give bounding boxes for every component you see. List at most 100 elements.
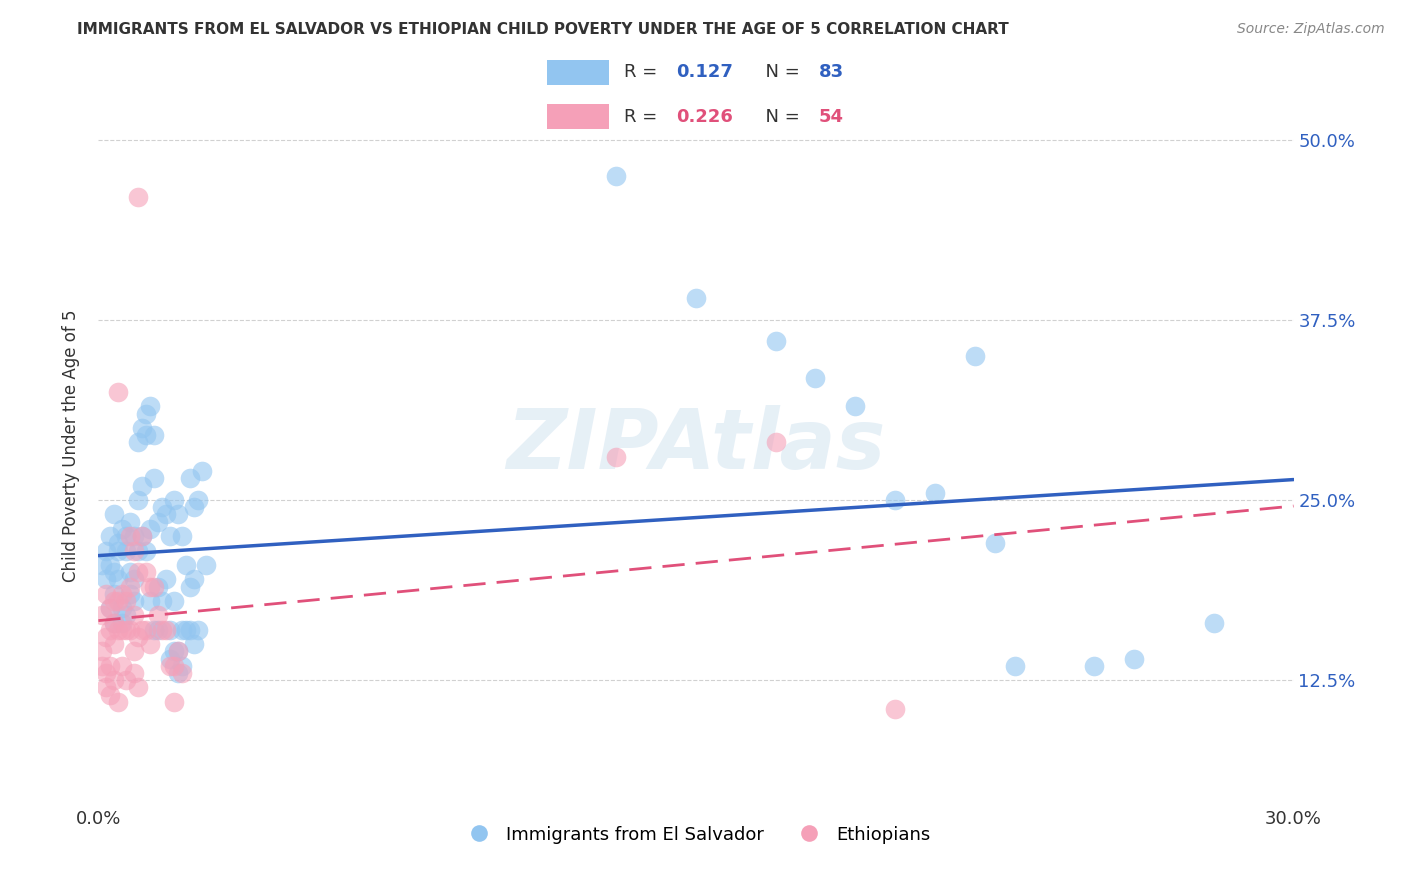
Legend: Immigrants from El Salvador, Ethiopians: Immigrants from El Salvador, Ethiopians: [454, 819, 938, 851]
Point: [131, 478, 153, 492]
Point: [124, 529, 146, 543]
Point: [172, 529, 194, 543]
Point: [96, 666, 118, 681]
Point: [167, 644, 190, 658]
Point: [159, 658, 181, 673]
Point: [98, 601, 122, 615]
Point: [91, 558, 114, 572]
Point: [127, 565, 149, 579]
Y-axis label: Child Poverty Under the Age of 5: Child Poverty Under the Age of 5: [62, 310, 80, 582]
Point: [191, 464, 214, 478]
Point: [107, 594, 129, 608]
Point: [139, 637, 162, 651]
Point: [183, 500, 205, 515]
Point: [96, 543, 118, 558]
Point: [1202, 615, 1225, 630]
Point: [96, 681, 118, 695]
Point: [148, 608, 170, 623]
Text: 83: 83: [818, 63, 844, 81]
Point: [96, 572, 118, 586]
Point: [124, 666, 146, 681]
Point: [127, 493, 149, 508]
Point: [131, 421, 153, 435]
Point: [103, 594, 125, 608]
Point: [120, 515, 142, 529]
Point: [135, 565, 157, 579]
Point: [143, 623, 166, 637]
Text: 54: 54: [818, 108, 844, 126]
Point: [139, 522, 162, 536]
Point: [107, 384, 129, 399]
Point: [163, 644, 186, 658]
Point: [107, 623, 129, 637]
Point: [143, 428, 166, 442]
Point: [115, 543, 138, 558]
Point: [135, 428, 157, 442]
Point: [605, 169, 627, 183]
Point: [135, 623, 157, 637]
Point: [159, 623, 181, 637]
Point: [124, 594, 146, 608]
Point: [174, 623, 197, 637]
Point: [139, 400, 162, 414]
Point: [111, 615, 134, 630]
Point: [127, 630, 149, 644]
Point: [120, 587, 142, 601]
Point: [1004, 658, 1026, 673]
Point: [148, 580, 170, 594]
Point: [111, 587, 134, 601]
Point: [98, 529, 122, 543]
Point: [135, 407, 157, 421]
Point: [111, 658, 134, 673]
Point: [96, 587, 118, 601]
Point: [98, 688, 122, 702]
FancyBboxPatch shape: [547, 104, 609, 129]
Point: [124, 543, 146, 558]
Point: [120, 580, 142, 594]
Point: [124, 572, 146, 586]
Point: [163, 658, 186, 673]
Point: [98, 601, 122, 615]
Point: [685, 291, 707, 305]
Point: [187, 623, 209, 637]
Point: [124, 644, 146, 658]
Text: N =: N =: [754, 108, 806, 126]
Point: [167, 644, 190, 658]
Point: [924, 486, 946, 500]
Point: [163, 594, 186, 608]
Point: [103, 565, 125, 579]
Point: [605, 450, 627, 464]
Point: [163, 695, 186, 709]
Point: [159, 529, 181, 543]
Text: N =: N =: [754, 63, 806, 81]
Point: [183, 572, 205, 586]
Point: [884, 702, 907, 716]
Text: Source: ZipAtlas.com: Source: ZipAtlas.com: [1237, 22, 1385, 37]
Point: [167, 508, 190, 522]
Text: IMMIGRANTS FROM EL SALVADOR VS ETHIOPIAN CHILD POVERTY UNDER THE AGE OF 5 CORREL: IMMIGRANTS FROM EL SALVADOR VS ETHIOPIAN…: [77, 22, 1010, 37]
Point: [1083, 658, 1105, 673]
Point: [127, 435, 149, 450]
Text: 0.127: 0.127: [676, 63, 734, 81]
Point: [139, 580, 162, 594]
Point: [115, 594, 138, 608]
Point: [172, 666, 194, 681]
Point: [167, 666, 190, 681]
Point: [115, 529, 138, 543]
Point: [127, 543, 149, 558]
Point: [120, 623, 142, 637]
Text: 0.226: 0.226: [676, 108, 734, 126]
Point: [159, 651, 181, 665]
Point: [131, 529, 153, 543]
Point: [111, 623, 134, 637]
Point: [179, 471, 201, 485]
Point: [155, 508, 177, 522]
Text: ZIPAtlas: ZIPAtlas: [506, 406, 886, 486]
Point: [103, 637, 125, 651]
Point: [111, 522, 134, 536]
Point: [127, 190, 149, 204]
FancyBboxPatch shape: [547, 60, 609, 85]
Point: [163, 493, 186, 508]
Point: [107, 572, 129, 586]
Point: [103, 615, 125, 630]
